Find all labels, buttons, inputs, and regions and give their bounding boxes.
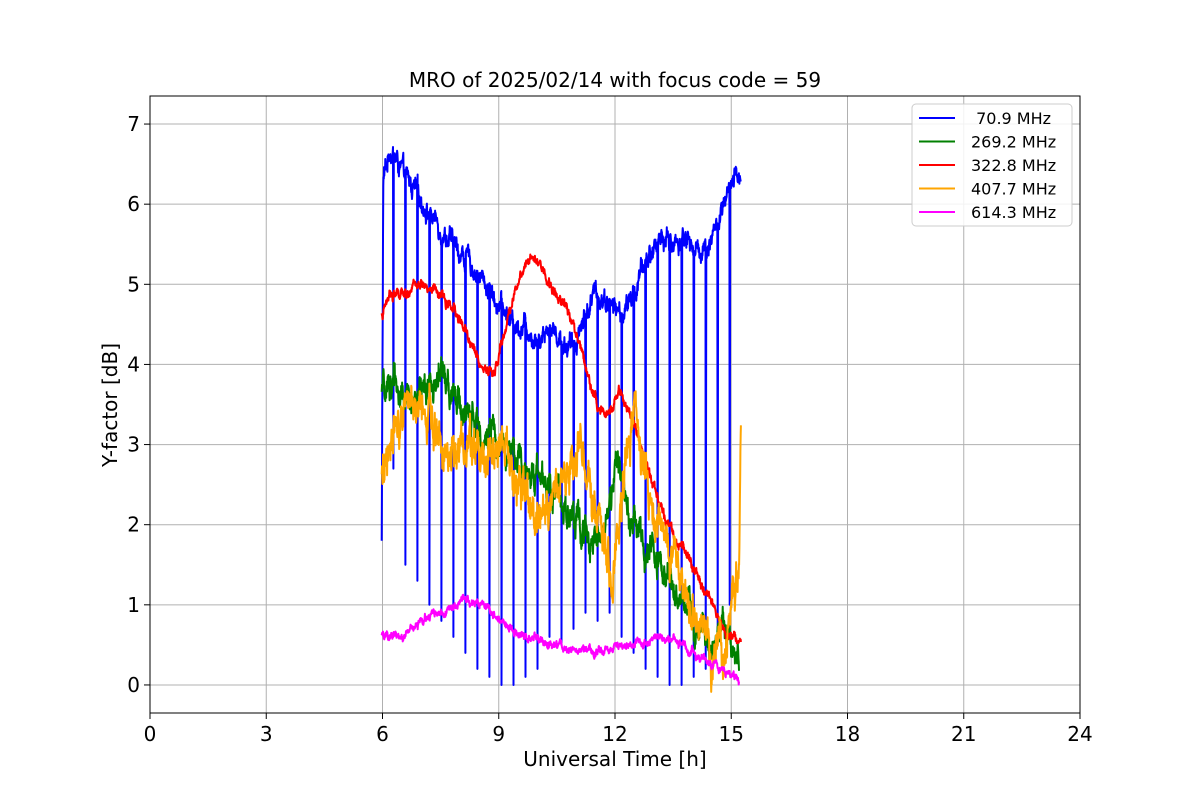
x-tick-label: 12 <box>602 722 627 746</box>
x-tick-label: 24 <box>1067 722 1092 746</box>
y-axis-label: Y-factor [dB] <box>98 343 122 468</box>
series-line <box>380 593 740 686</box>
series-line <box>380 253 742 645</box>
y-tick-label: 1 <box>127 593 140 617</box>
y-tick-label: 4 <box>127 352 140 376</box>
series-line <box>380 146 742 686</box>
y-tick-label: 0 <box>127 673 140 697</box>
x-tick-label: 3 <box>260 722 273 746</box>
x-tick-label: 9 <box>492 722 505 746</box>
x-tick-label: 0 <box>144 722 157 746</box>
x-tick-label: 18 <box>835 722 860 746</box>
y-axis-ticks: 0 1 2 3 4 5 6 7 <box>127 112 150 697</box>
y-tick-label: 5 <box>127 272 140 296</box>
legend: 70.9 MHz 269.2 MHz 322.8 MHz 407.7 MHz 614.3… <box>911 103 1073 227</box>
y-tick-label: 2 <box>127 513 140 537</box>
legend-label: 70.9 MHz <box>971 109 1051 128</box>
legend-label: 407.7 MHz <box>971 180 1056 199</box>
y-tick-label: 7 <box>127 112 140 136</box>
legend-label: 614.3 MHz <box>971 203 1056 222</box>
legend-box <box>911 103 1073 227</box>
y-tick-label: 3 <box>127 433 140 457</box>
x-tick-label: 21 <box>951 722 976 746</box>
series-line <box>380 382 742 693</box>
x-tick-label: 15 <box>719 722 744 746</box>
x-tick-label: 6 <box>376 722 389 746</box>
legend-label: 322.8 MHz <box>971 156 1056 175</box>
series-layer <box>380 146 742 693</box>
legend-label: 269.2 MHz <box>971 133 1056 152</box>
y-tick-label: 6 <box>127 192 140 216</box>
x-axis-ticks: 0 3 6 9 12 15 18 21 24 <box>144 713 1093 746</box>
chart-title: MRO of 2025/02/14 with focus code = 59 <box>409 68 821 92</box>
x-axis-label: Universal Time [h] <box>523 747 706 771</box>
